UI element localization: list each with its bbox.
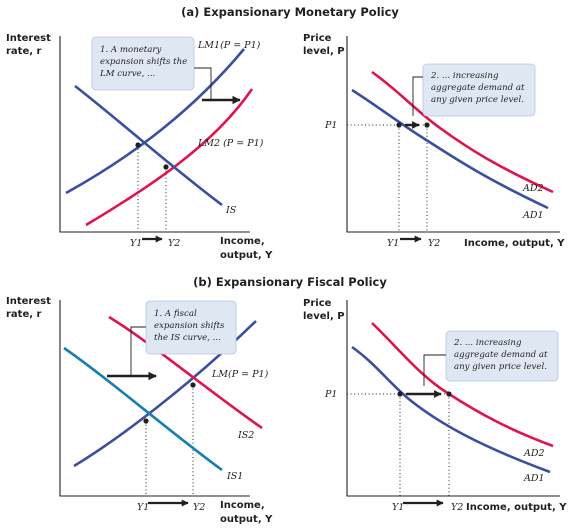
panel-b-right-note-box: [445, 330, 559, 382]
panel-a-right-p1-tick: P1: [324, 120, 337, 131]
panel-a-left-note-line3: LM curve, ...: [99, 69, 155, 79]
panel-a-left-x-label-line2: output, Y: [220, 250, 273, 261]
lm2-label: LM2 (P = P1): [197, 138, 264, 149]
is-label: IS: [225, 205, 237, 216]
panel-b-left-note-line2: expansion shifts: [154, 321, 225, 331]
ad2-curve: [371, 70, 554, 194]
panel-b-right-axes: [346, 300, 560, 497]
panel-a-right-y1-tick: Y1: [387, 238, 399, 249]
panel-a-left-x-label-line1: Income,: [220, 236, 265, 247]
panel-b-right-y2-tick: Y2: [451, 502, 463, 513]
panel-b-left-y-label-line2: rate, r: [6, 309, 42, 320]
panel-b-right-x-label: Income, output, Y: [466, 502, 567, 513]
panel-b-ad-chart: Price level, P P1 AD2 AD1 Y1 Y2 Income, …: [303, 298, 567, 513]
lm1-curve: [65, 48, 245, 195]
ad2-label: AD2: [522, 183, 544, 194]
panel-a-equilibrium-2: [163, 164, 169, 170]
panel-b-right-point-2: [446, 391, 452, 397]
panel-b-left-x-label-line2: output, Y: [220, 514, 273, 525]
panel-b-title: (b) Expansionary Fiscal Policy: [193, 275, 387, 289]
panel-a-right-note-box: [422, 63, 536, 117]
panel-b-right-note-line1: 2. ... increasing: [453, 338, 522, 348]
panel-b-left-note-leader: [130, 326, 146, 376]
panel-a-left-note-line1: 1. A monetary: [100, 45, 161, 55]
panel-b-right-p1-tick: P1: [324, 389, 337, 400]
panel-a-right-y2-tick: Y2: [428, 238, 440, 249]
panel-b-right-point-1: [397, 391, 403, 397]
panel-a-title: (a) Expansionary Monetary Policy: [181, 5, 399, 19]
panel-a-right-note-leader: [412, 76, 423, 116]
panel-b-left-y2-tick: Y2: [193, 502, 205, 513]
panel-a-left-y-label-line2: rate, r: [6, 46, 42, 57]
panel-b-left-axes: [59, 300, 250, 497]
panel-b-left-note-box: [145, 300, 237, 355]
panel-a-left-note-line2: expansion shifts the: [100, 57, 187, 67]
panel-b-equilibrium-1: [143, 418, 149, 424]
is1-label: IS1: [226, 471, 243, 482]
panel-a-right-note-line3: any given price level.: [431, 95, 524, 105]
is2-label: IS2: [237, 430, 254, 441]
lm1-label: LM1(P = P1): [197, 40, 261, 51]
panel-a-left-y2-tick: Y2: [168, 238, 180, 249]
is1-curve: [63, 346, 223, 472]
panel-a-equilibrium-1: [135, 142, 141, 148]
panel-a-right-x-label: Income, output, Y: [464, 238, 565, 249]
panel-a-left-axes: [59, 36, 250, 233]
panel-b-left-y1-tick: Y1: [137, 502, 149, 513]
panel-a-islm-chart: Interest rate, r LM1(P = P1) LM2 (P = P1…: [6, 33, 273, 261]
ad1-label-b: AD1: [523, 473, 545, 484]
ad1-curve-b: [351, 345, 551, 474]
panel-a-left-note-leader: [194, 67, 212, 100]
panel-b-right-y1-tick: Y1: [392, 502, 404, 513]
panel-a-right-point-2: [424, 122, 430, 128]
panel-b-left-note-line1: 1. A fiscal: [154, 309, 197, 319]
panel-a-left-y1-tick: Y1: [130, 238, 142, 249]
is-curve: [74, 84, 223, 207]
panel-b-right-note-leader: [423, 354, 446, 386]
panel-b-right-y-label-line2: level, P: [303, 311, 345, 322]
panel-b-left-note-line3: the IS curve, ...: [154, 333, 221, 343]
panel-a-right-point-1: [396, 122, 402, 128]
panel-a-left-y-label-line1: Interest: [6, 33, 51, 44]
panel-b-left-x-label-line1: Income,: [220, 500, 265, 511]
ad2-label-b: AD2: [523, 448, 545, 459]
panel-a-ad-chart: Price level, P P1 AD2 AD1 Y1 Y2 Income, …: [303, 33, 565, 249]
panel-a-right-note-line1: 2. ... increasing: [430, 71, 499, 81]
is2-curve: [108, 315, 263, 430]
ad1-label: AD1: [522, 210, 544, 221]
panel-a-left-note-box: [91, 36, 195, 91]
panel-a-right-y-label-line1: Price: [303, 33, 332, 44]
panel-b-left-y-label-line1: Interest: [6, 296, 51, 307]
panel-b-right-note-line2: aggregate demand at: [454, 350, 548, 360]
panel-b-right-note-line3: any given price level.: [454, 362, 547, 372]
panel-b-right-y-label-line1: Price: [303, 298, 332, 309]
ad1-curve: [351, 88, 549, 210]
lm2-curve: [85, 88, 254, 227]
panel-a-right-y-label-line2: level, P: [303, 46, 345, 57]
lm-label: LM(P = P1): [211, 369, 269, 380]
panel-b-islm-chart: Interest rate, r LM(P = P1) IS2 IS1 Y1 Y…: [6, 296, 273, 525]
panel-b-equilibrium-2: [190, 382, 196, 388]
panel-a-right-axes: [346, 36, 560, 233]
panel-a-right-note-line2: aggregate demand at: [431, 83, 525, 93]
